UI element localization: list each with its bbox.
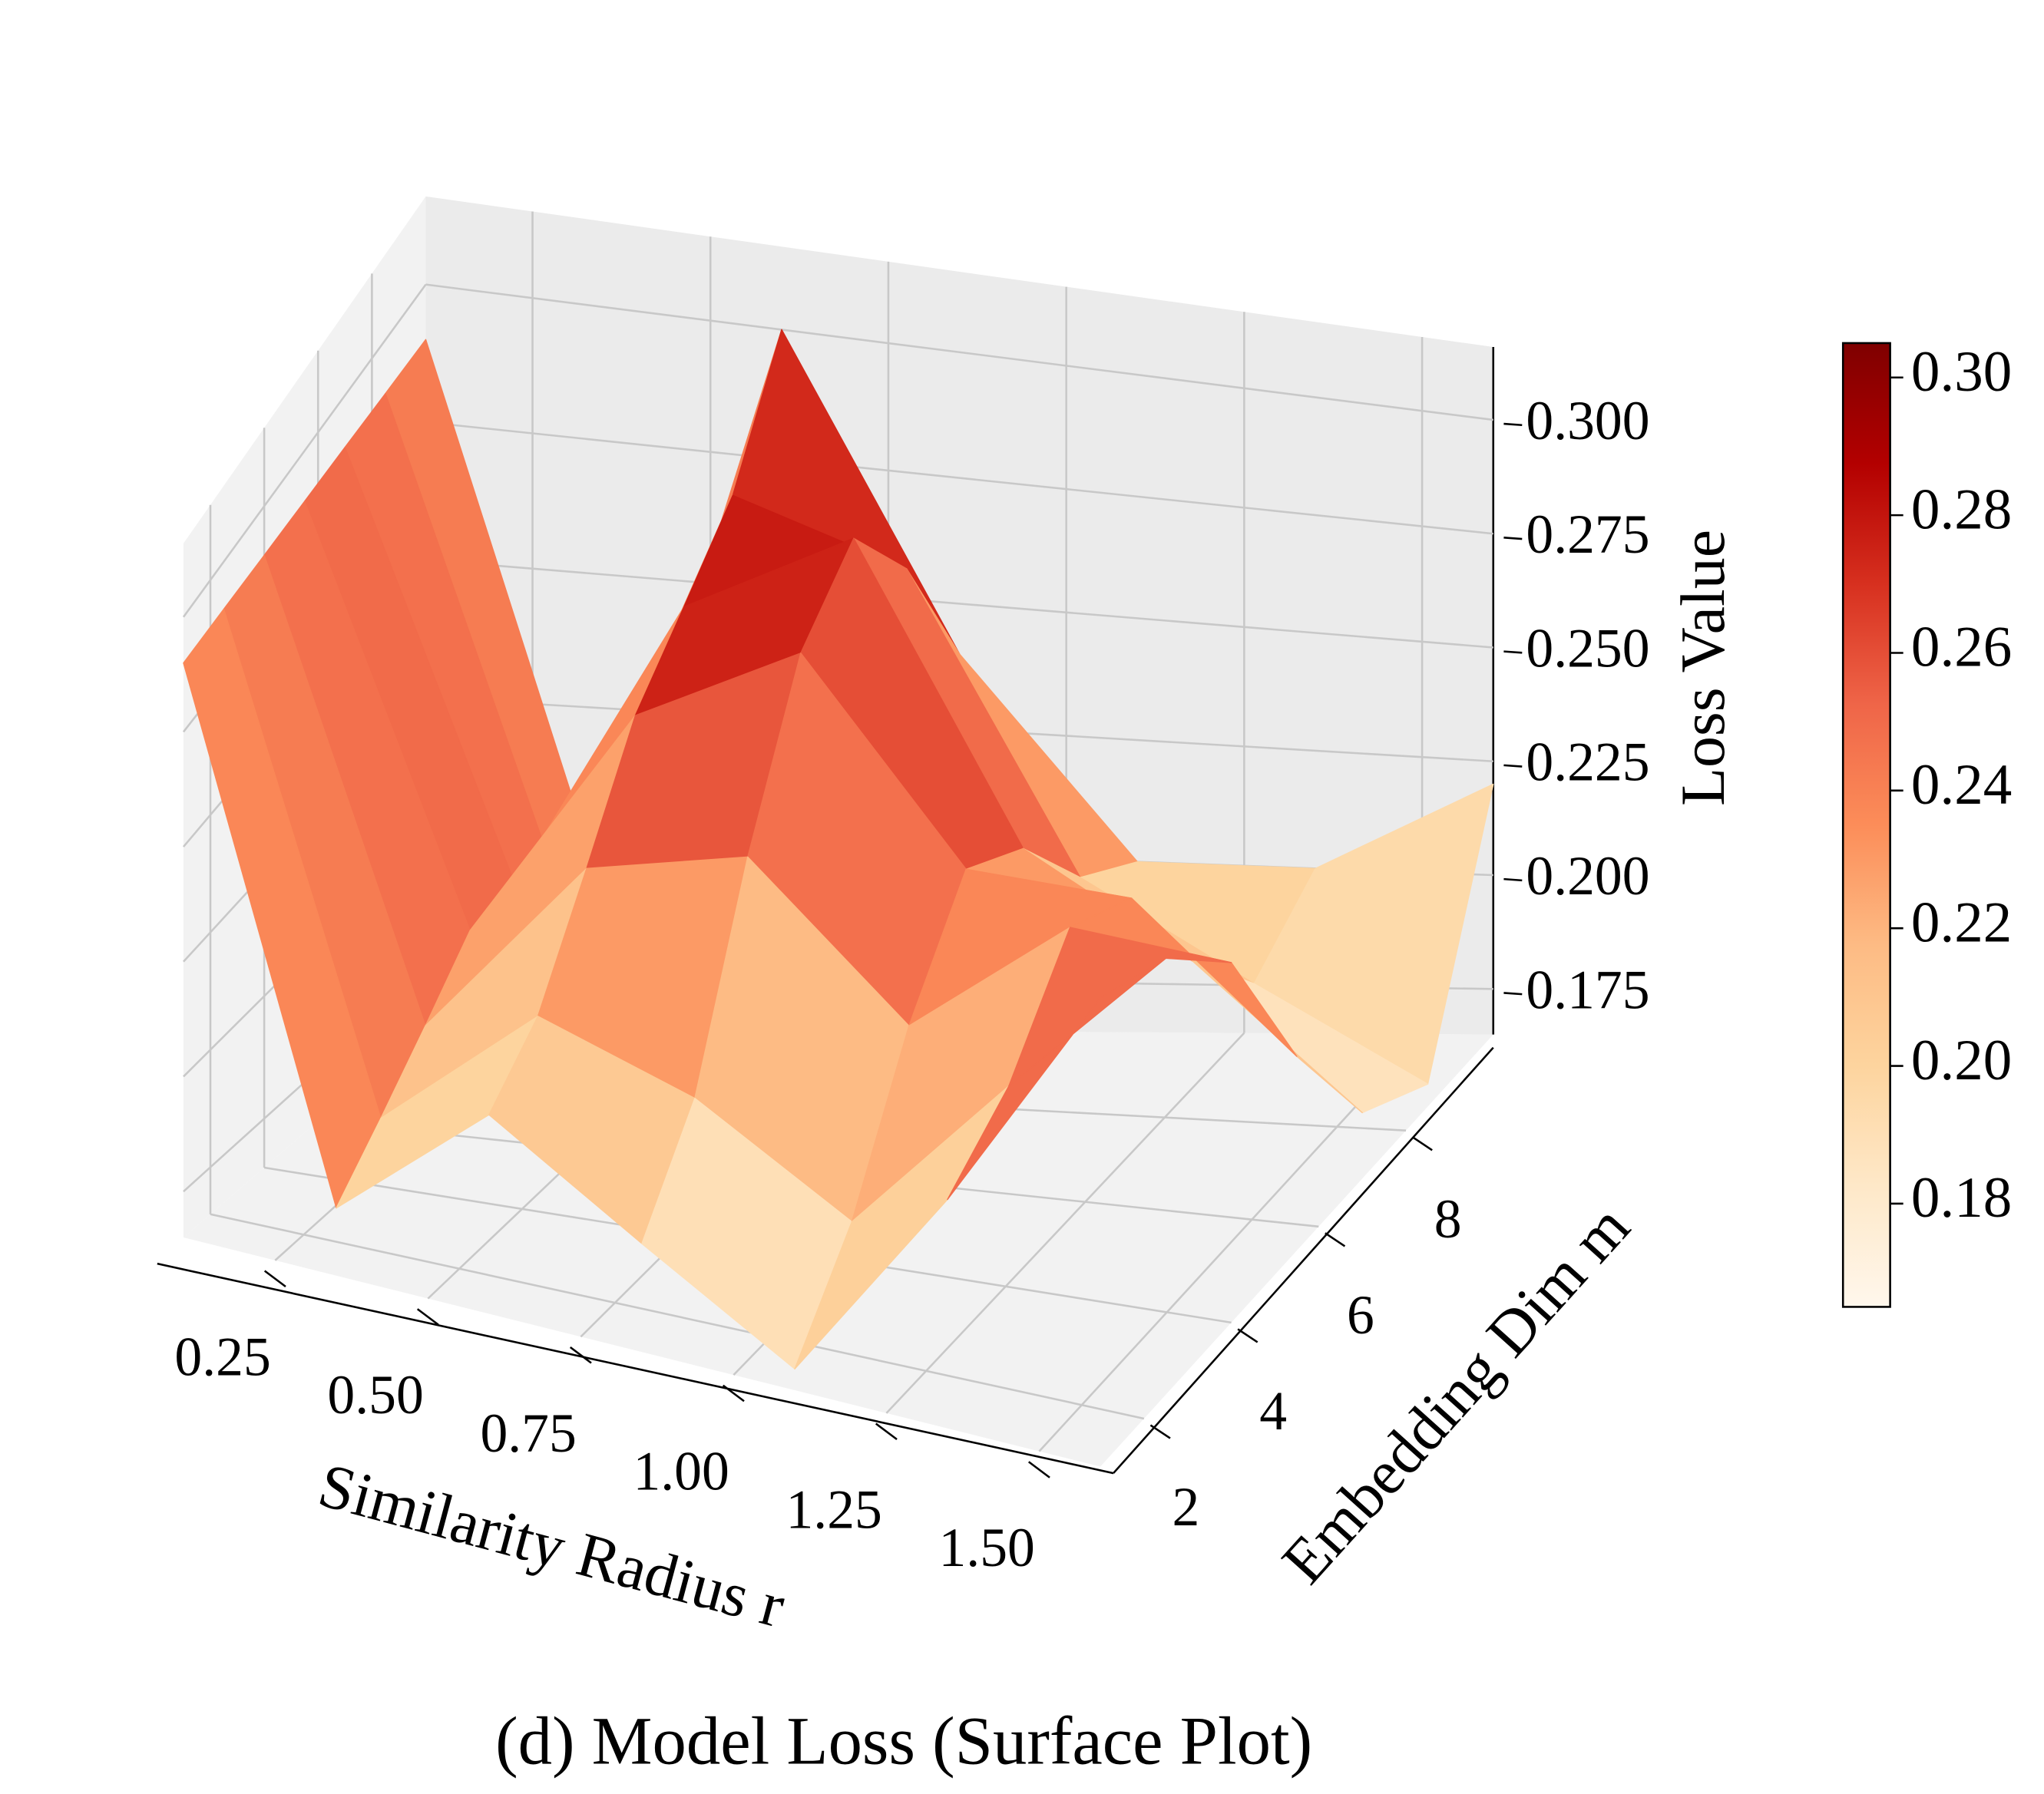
x-tick	[1027, 1461, 1050, 1478]
y-tick-label: 8	[1434, 1189, 1462, 1250]
colorbar-tick-label: 0.20	[1911, 1029, 2012, 1092]
grid-line	[182, 283, 427, 618]
x-tick-label: 1.50	[938, 1518, 1034, 1578]
x-tick-label: 0.75	[480, 1403, 576, 1464]
grid-line	[885, 1032, 1245, 1414]
grid-line	[425, 559, 1493, 649]
colorbar-tick-label: 0.24	[1911, 753, 2012, 817]
z-axis-label: Loss Value	[1668, 530, 1738, 806]
z-tick	[1503, 422, 1523, 427]
colorbar-tick-label: 0.18	[1911, 1166, 2012, 1230]
z-tick-label: 0.300	[1526, 391, 1649, 451]
y-axis-line	[1113, 1046, 1494, 1474]
y-tick	[1411, 1136, 1433, 1151]
grid-line	[425, 421, 1493, 535]
z-tick	[1503, 764, 1523, 768]
colorbar-tick-label: 0.26	[1911, 616, 2012, 679]
chart-title: (d) Model Loss (Surface Plot)	[495, 1704, 1312, 1779]
y-tick-label: 2	[1172, 1477, 1200, 1538]
z-tick	[1503, 992, 1523, 996]
x-tick	[416, 1308, 439, 1326]
surface-patch	[947, 957, 1166, 1201]
colorbar	[1841, 342, 1891, 1308]
y-tick	[1149, 1424, 1171, 1439]
x-tick	[569, 1346, 592, 1364]
colorbar-tick-label: 0.28	[1911, 477, 2012, 541]
grid-line	[425, 283, 1493, 421]
x-tick-label: 0.25	[174, 1327, 270, 1387]
z-tick-label: 0.175	[1526, 960, 1649, 1020]
x-axis-line	[157, 1262, 1114, 1475]
z-tick-label: 0.225	[1526, 732, 1649, 793]
x-tick	[722, 1384, 745, 1402]
x-tick-label: 0.50	[327, 1365, 423, 1426]
y-tick	[1325, 1232, 1346, 1247]
x-tick	[263, 1270, 286, 1288]
y-axis-label: Embedding Dim m	[1268, 1191, 1643, 1596]
z-tick	[1503, 877, 1523, 882]
z-tick-label: 0.200	[1526, 846, 1649, 907]
y-tick-label: 4	[1259, 1381, 1287, 1442]
z-tick	[1503, 537, 1523, 540]
x-tick-label: 1.25	[786, 1479, 881, 1540]
y-tick-label: 6	[1347, 1285, 1374, 1346]
x-tick	[875, 1422, 898, 1441]
colorbar-tick-label: 0.22	[1911, 890, 2012, 954]
z-tick	[1503, 650, 1523, 654]
colorbar-tick-label: 0.30	[1911, 340, 2012, 404]
grid-line	[210, 1213, 1145, 1420]
z-tick-label: 0.250	[1526, 618, 1649, 679]
y-tick	[1237, 1328, 1258, 1343]
z-tick-label: 0.275	[1526, 504, 1649, 565]
x-tick-label: 1.00	[633, 1442, 729, 1502]
